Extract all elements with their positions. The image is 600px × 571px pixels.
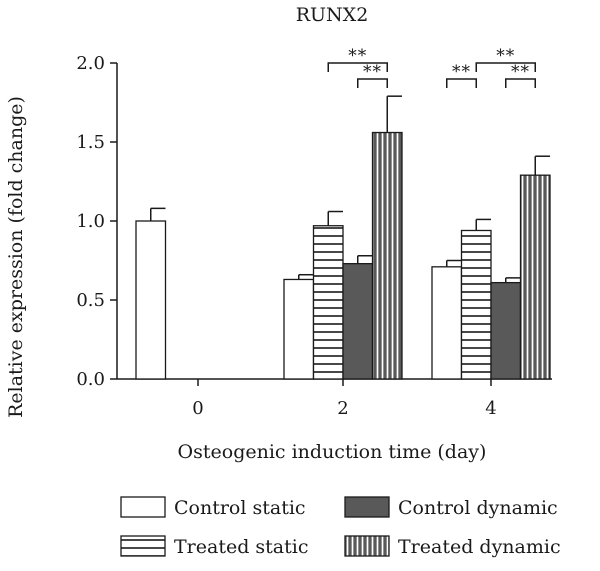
legend-swatch-treated-dynamic — [344, 535, 390, 557]
x-tick-label: 2 — [337, 398, 348, 419]
legend-swatch-control-dynamic — [344, 496, 390, 518]
y-tick-label: 0.0 — [76, 369, 105, 390]
legend-swatch-treated-static — [120, 535, 166, 557]
legend: Control static Treated static Control dyna… — [120, 496, 561, 558]
y-tick-label: 1.5 — [76, 132, 105, 153]
x-axis-label: Osteogenic induction time (day) — [178, 441, 487, 463]
significance-bracket — [505, 78, 536, 88]
significance-label: ** — [511, 62, 530, 82]
bar-control-dynamic-day-4 — [490, 281, 522, 380]
bar-treated-dynamic-day-2 — [371, 131, 403, 380]
chart-title: RUNX2 — [296, 4, 369, 26]
significance-brackets: **** ****** — [327, 46, 536, 88]
significance-label: ** — [496, 46, 515, 66]
error-bars — [150, 95, 550, 283]
significance-bracket — [446, 78, 477, 88]
significance-bracket — [357, 78, 388, 88]
bar-treated-static-day-2 — [312, 225, 344, 380]
legend-label-control-dynamic: Control dynamic — [398, 497, 558, 519]
legend-label-treated-dynamic: Treated dynamic — [398, 536, 561, 558]
legend-label-control-static: Control static — [174, 497, 306, 519]
significance-bracket — [327, 62, 388, 72]
y-tick-label: 2.0 — [76, 53, 105, 74]
x-tick-label: 4 — [485, 398, 496, 419]
significance-label: ** — [363, 62, 382, 82]
significance-bracket — [475, 62, 536, 72]
bar-treated-static-day-4 — [460, 229, 492, 380]
legend-label-treated-static: Treated static — [174, 536, 308, 558]
x-tick-label: 0 — [192, 398, 203, 419]
y-tick-label: 0.5 — [76, 290, 105, 311]
bar-control-static-day-2 — [283, 278, 315, 380]
y-axis-label: Relative expression (fold change) — [5, 96, 27, 418]
bars — [135, 131, 551, 380]
bar-control-static-day-4 — [431, 266, 463, 380]
significance-label: ** — [452, 62, 471, 82]
bar-control-static-day-0 — [135, 220, 167, 380]
significance-label: ** — [348, 46, 367, 66]
bar-control-dynamic-day-2 — [342, 263, 374, 380]
bar-treated-dynamic-day-4 — [519, 174, 551, 380]
legend-swatch-control-static — [120, 496, 166, 518]
axes: 0.0 0.5 1.0 1.5 2.0 0 2 4 — [76, 53, 552, 419]
y-tick-label: 1.0 — [76, 211, 105, 232]
